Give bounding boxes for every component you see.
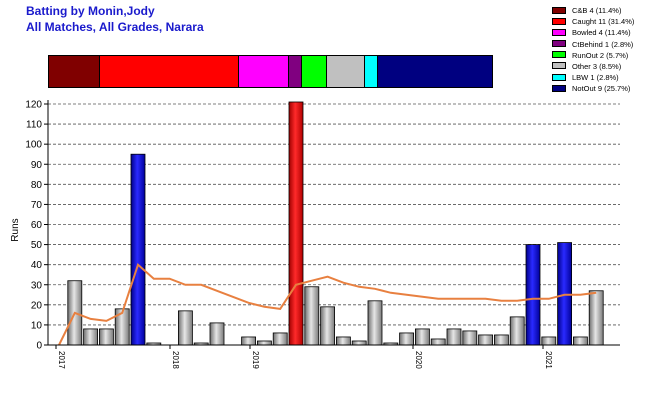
distribution-segment bbox=[99, 56, 239, 87]
distribution-segment bbox=[327, 56, 366, 87]
y-tick-label: 90 bbox=[31, 160, 43, 171]
x-tick-label: 2019 bbox=[251, 351, 260, 369]
bar bbox=[414, 328, 430, 346]
y-tick-label: 50 bbox=[31, 240, 43, 251]
legend-label: C&B 4 (11.4%) bbox=[572, 6, 622, 15]
legend-swatch bbox=[552, 84, 566, 92]
y-axis-label: Runs bbox=[10, 218, 21, 241]
y-tick-label: 70 bbox=[31, 200, 43, 211]
bar bbox=[304, 286, 320, 346]
legend-swatch bbox=[552, 40, 566, 48]
bar bbox=[478, 334, 494, 346]
y-tick-label: 20 bbox=[31, 300, 43, 311]
y-tick-label: 30 bbox=[31, 280, 43, 291]
bar bbox=[177, 310, 193, 346]
bar bbox=[509, 316, 525, 346]
legend-label: NotOut 9 (25.7%) bbox=[572, 84, 631, 94]
bar bbox=[256, 340, 272, 346]
bar bbox=[541, 336, 557, 346]
y-tick-label: 110 bbox=[26, 120, 42, 131]
bar bbox=[335, 336, 351, 346]
y-tick-label: 120 bbox=[25, 100, 42, 111]
bar bbox=[399, 332, 415, 346]
legend-swatch bbox=[552, 28, 566, 36]
bar bbox=[557, 242, 572, 346]
bar bbox=[241, 336, 257, 346]
distribution-segment bbox=[49, 56, 100, 87]
y-tick-label: 40 bbox=[31, 260, 43, 271]
legend-label: LBW 1 (2.8%) bbox=[572, 73, 619, 83]
bar bbox=[351, 340, 367, 346]
y-tick-label: 0 bbox=[36, 341, 42, 352]
distribution-segment bbox=[238, 56, 290, 87]
average-line bbox=[58, 262, 597, 346]
legend-label: Other 3 (8.5%) bbox=[572, 61, 622, 71]
x-tick-label: 2018 bbox=[171, 351, 180, 369]
x-tick-label: 2020 bbox=[414, 351, 423, 369]
legend-swatch bbox=[552, 62, 566, 70]
bar bbox=[130, 153, 146, 346]
chart-title: Batting by Monin,Jody bbox=[26, 4, 155, 18]
legend-swatch bbox=[552, 17, 566, 25]
legend-swatch bbox=[552, 73, 566, 81]
legend-label: RunOut 2 (5.7%) bbox=[572, 50, 629, 60]
bar bbox=[209, 322, 225, 346]
chart-subtitle: All Matches, All Grades, Narara bbox=[26, 20, 204, 34]
distribution-segment bbox=[378, 56, 492, 87]
bar bbox=[462, 330, 478, 346]
bar bbox=[320, 306, 336, 346]
bar bbox=[493, 334, 509, 346]
y-tick-label: 100 bbox=[25, 140, 42, 151]
legend-label: Caught 11 (31.4%) bbox=[572, 17, 635, 27]
bar bbox=[588, 290, 604, 346]
bar bbox=[99, 328, 114, 346]
bar bbox=[83, 328, 98, 346]
bar bbox=[272, 332, 288, 346]
bar bbox=[430, 338, 446, 346]
bar bbox=[288, 101, 304, 346]
x-tick-label: 2017 bbox=[57, 351, 66, 369]
y-tick-label: 80 bbox=[31, 180, 43, 191]
bar bbox=[367, 300, 383, 346]
bar bbox=[573, 336, 588, 346]
y-tick-label: 60 bbox=[31, 220, 43, 231]
bar bbox=[525, 244, 541, 346]
x-tick-label: 2021 bbox=[544, 351, 553, 369]
legend-swatch bbox=[552, 51, 566, 59]
distribution-segment bbox=[365, 56, 379, 87]
legend-label: CtBehind 1 (2.8%) bbox=[572, 39, 634, 49]
distribution-segment bbox=[289, 56, 303, 87]
legend-swatch bbox=[552, 6, 566, 14]
legend-label: Bowled 4 (11.4%) bbox=[572, 28, 631, 38]
y-tick-label: 10 bbox=[31, 320, 43, 331]
bar bbox=[446, 328, 462, 346]
dismissal-distribution-bar bbox=[48, 55, 493, 88]
distribution-segment bbox=[302, 56, 328, 87]
